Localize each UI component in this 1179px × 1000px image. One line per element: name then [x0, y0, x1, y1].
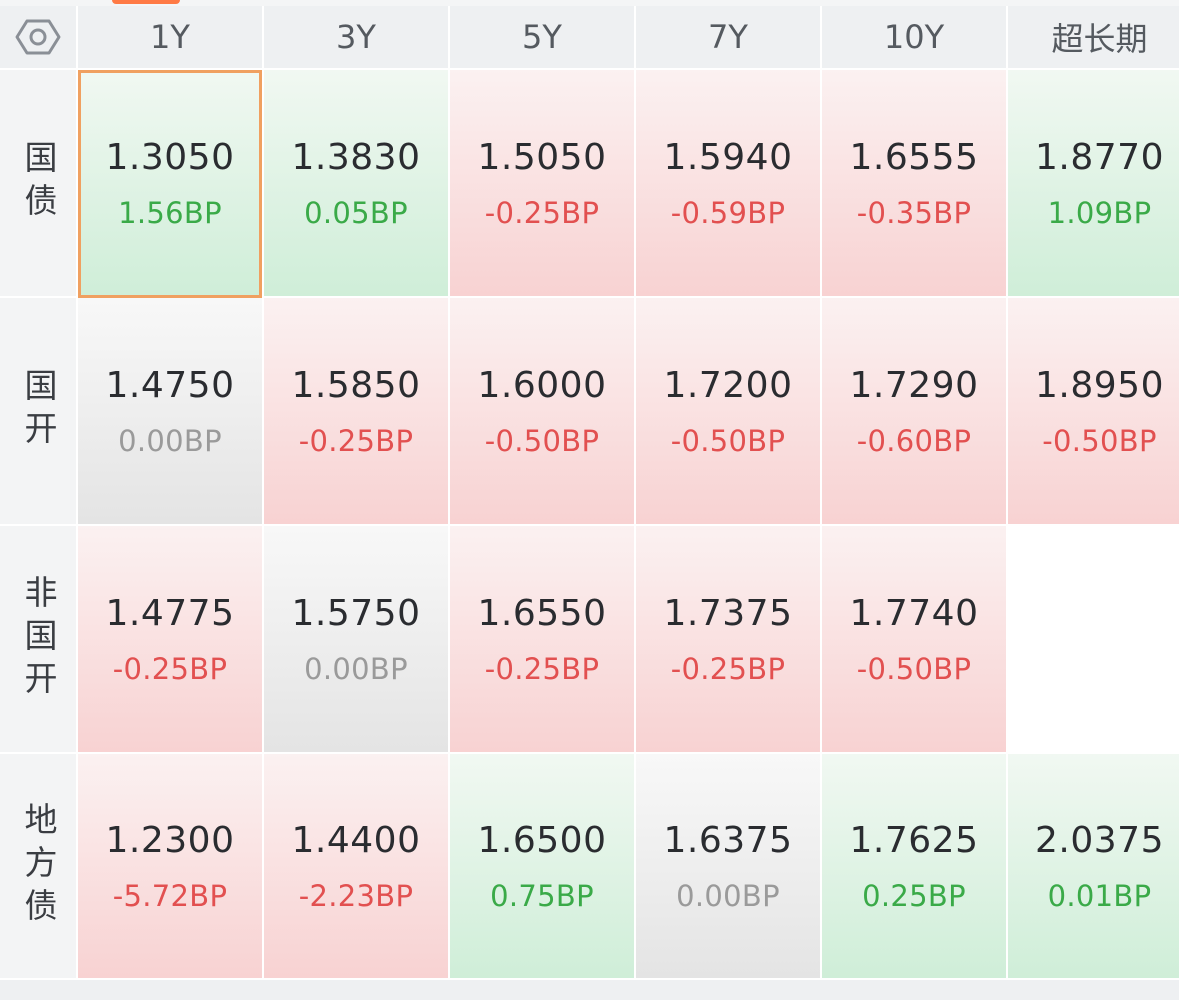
yield-cell — [1008, 526, 1179, 754]
yield-rate: 1.4400 — [291, 819, 421, 861]
yield-rate: 1.5750 — [291, 592, 421, 634]
yield-cell[interactable]: 1.7290 -0.60BP — [822, 298, 1006, 526]
yield-change: -0.60BP — [856, 423, 972, 458]
yield-change: -0.50BP — [670, 423, 786, 458]
yield-cell[interactable]: 1.3830 0.05BP — [264, 70, 448, 298]
yield-change: 0.00BP — [304, 651, 408, 686]
yield-rate: 1.7290 — [849, 364, 979, 406]
yield-rate: 1.3830 — [291, 136, 421, 178]
yield-change: -0.50BP — [484, 423, 600, 458]
yield-rate: 1.7200 — [663, 364, 793, 406]
column-header-10y[interactable]: 10Y — [822, 6, 1006, 70]
column-header-ultra-long[interactable]: 超长期 — [1008, 6, 1179, 70]
row-header-local-gov[interactable]: 地方债 — [0, 754, 76, 980]
yield-cell[interactable]: 1.6500 0.75BP — [450, 754, 634, 980]
yield-cell[interactable]: 1.5850 -0.25BP — [264, 298, 448, 526]
yield-matrix: 1Y 3Y 5Y 7Y 10Y 超长期 国债 1.3050 1.56BP 1.3830… — [0, 6, 1179, 980]
yield-change: 0.00BP — [118, 423, 222, 458]
yield-cell[interactable]: 1.7740 -0.50BP — [822, 526, 1006, 754]
row-header-label: 国开 — [19, 368, 58, 454]
yield-change: -0.50BP — [1042, 423, 1157, 458]
yield-change: -0.59BP — [670, 195, 786, 230]
yield-cell[interactable]: 1.5750 0.00BP — [264, 526, 448, 754]
yield-rate: 1.4750 — [105, 364, 235, 406]
row-header-label: 国债 — [19, 140, 58, 226]
yield-rate: 1.3050 — [105, 136, 235, 178]
yield-cell[interactable]: 1.6375 0.00BP — [636, 754, 820, 980]
yield-cell[interactable]: 1.7200 -0.50BP — [636, 298, 820, 526]
yield-rate: 1.2300 — [105, 819, 235, 861]
yield-change: -0.25BP — [298, 423, 414, 458]
yield-cell[interactable]: 1.3050 1.56BP — [78, 70, 262, 298]
yield-rate: 1.5940 — [663, 136, 793, 178]
row-header-treasury[interactable]: 国债 — [0, 70, 76, 298]
yield-rate: 1.7375 — [663, 592, 793, 634]
yield-cell[interactable]: 1.8770 1.09BP — [1008, 70, 1179, 298]
yield-change: -0.50BP — [856, 651, 972, 686]
yield-cell[interactable]: 1.6550 -0.25BP — [450, 526, 634, 754]
yield-rate: 1.6550 — [477, 592, 607, 634]
row-header-cdb[interactable]: 国开 — [0, 298, 76, 526]
yield-change: 1.09BP — [1047, 195, 1152, 230]
yield-cell[interactable]: 1.5050 -0.25BP — [450, 70, 634, 298]
yield-change: -0.25BP — [670, 651, 786, 686]
top-tab-accent — [112, 0, 180, 4]
yield-rate: 1.6375 — [663, 819, 793, 861]
yield-rate: 2.0375 — [1035, 819, 1164, 861]
yield-rate: 1.6555 — [849, 136, 979, 178]
yield-cell[interactable]: 1.5940 -0.59BP — [636, 70, 820, 298]
yield-rate: 1.5850 — [291, 364, 421, 406]
yield-change: 0.00BP — [676, 878, 780, 913]
yield-cell[interactable]: 1.6000 -0.50BP — [450, 298, 634, 526]
yield-rate: 1.7740 — [849, 592, 979, 634]
yield-rate: 1.6000 — [477, 364, 607, 406]
row-header-label: 地方债 — [19, 801, 58, 931]
yield-change: 1.56BP — [118, 195, 222, 230]
yield-change: 0.01BP — [1047, 878, 1152, 913]
yield-cell[interactable]: 1.2300 -5.72BP — [78, 754, 262, 980]
yield-change: -0.25BP — [484, 195, 600, 230]
yield-change: -0.25BP — [112, 651, 228, 686]
row-header-label: 非国开 — [19, 574, 58, 704]
settings-button[interactable] — [0, 6, 76, 70]
column-header-1y[interactable]: 1Y — [78, 6, 262, 70]
yield-change: 0.05BP — [304, 195, 408, 230]
yield-change: -0.35BP — [856, 195, 972, 230]
yield-change: 0.75BP — [490, 878, 594, 913]
yield-change: -0.25BP — [484, 651, 600, 686]
yield-cell[interactable]: 1.4400 -2.23BP — [264, 754, 448, 980]
column-header-5y[interactable]: 5Y — [450, 6, 634, 70]
yield-cell[interactable]: 1.7375 -0.25BP — [636, 526, 820, 754]
yield-change: -2.23BP — [298, 878, 414, 913]
yield-rate: 1.4775 — [105, 592, 235, 634]
yield-rate: 1.5050 — [477, 136, 607, 178]
yield-change: 0.25BP — [862, 878, 966, 913]
yield-cell[interactable]: 2.0375 0.01BP — [1008, 754, 1179, 980]
yield-change: -5.72BP — [112, 878, 228, 913]
yield-cell[interactable]: 1.6555 -0.35BP — [822, 70, 1006, 298]
bottom-bar — [0, 980, 1179, 1000]
settings-hexagon-icon — [15, 19, 61, 55]
yield-rate: 1.7625 — [849, 819, 979, 861]
yield-cell[interactable]: 1.7625 0.25BP — [822, 754, 1006, 980]
column-header-3y[interactable]: 3Y — [264, 6, 448, 70]
yield-cell[interactable]: 1.8950 -0.50BP — [1008, 298, 1179, 526]
yield-cell[interactable]: 1.4775 -0.25BP — [78, 526, 262, 754]
yield-cell[interactable]: 1.4750 0.00BP — [78, 298, 262, 526]
yield-rate: 1.8770 — [1035, 136, 1164, 178]
column-header-7y[interactable]: 7Y — [636, 6, 820, 70]
yield-rate: 1.6500 — [477, 819, 607, 861]
yield-rate: 1.8950 — [1035, 364, 1164, 406]
row-header-non-cdb[interactable]: 非国开 — [0, 526, 76, 754]
